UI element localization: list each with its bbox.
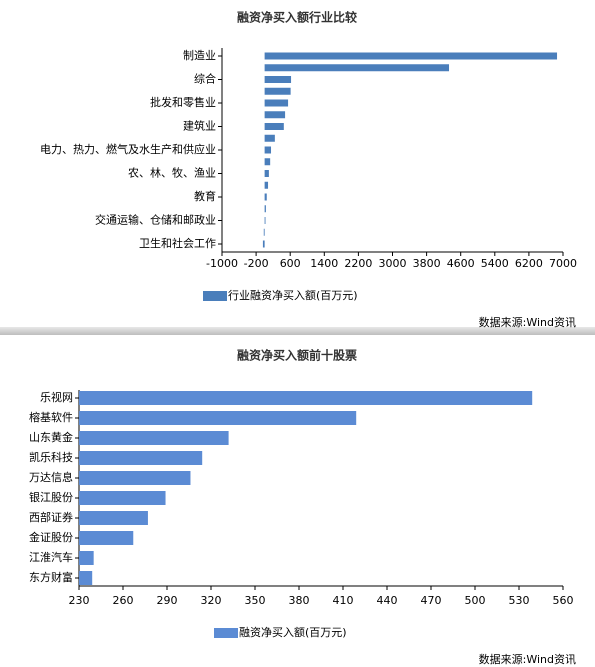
x-tick-label: 7000 — [549, 257, 577, 270]
y-tick-label: 银江股份 — [29, 490, 73, 504]
bar — [264, 205, 266, 213]
y-tick-label: 制造业 — [183, 48, 216, 62]
divider — [0, 327, 595, 335]
bar — [79, 571, 93, 585]
source-note: 数据来源:Wind资讯 — [479, 315, 576, 329]
x-tick-label: 560 — [553, 594, 574, 607]
x-tick-label: 2200 — [344, 257, 372, 270]
bar — [79, 491, 166, 505]
x-tick-label: 3800 — [413, 257, 441, 270]
y-tick-label: 山东黄金 — [29, 430, 73, 444]
bar — [79, 391, 533, 405]
bar — [264, 99, 289, 107]
x-tick-label: 380 — [289, 594, 310, 607]
x-tick-label: 470 — [421, 594, 442, 607]
bar — [79, 411, 357, 425]
bar — [264, 181, 269, 189]
source-note: 数据来源:Wind资讯 — [479, 652, 576, 666]
bar — [264, 158, 271, 166]
y-tick-label: 金证股份 — [29, 530, 73, 544]
x-tick-label: 3000 — [379, 257, 407, 270]
bar — [79, 471, 191, 485]
bar — [263, 228, 265, 236]
legend-swatch — [214, 628, 238, 638]
y-tick-label: 西部证券 — [29, 510, 73, 524]
y-tick-label: 交通运输、仓储和邮政业 — [95, 213, 216, 227]
y-tick-label: 电力、热力、燃气及水生产和供应业 — [40, 142, 216, 156]
x-tick-label: 260 — [113, 594, 134, 607]
bar — [264, 87, 291, 95]
bar — [79, 551, 94, 565]
y-tick-label: 凯乐科技 — [29, 450, 73, 464]
x-tick-label: 410 — [333, 594, 354, 607]
y-tick-label: 东方财富 — [29, 570, 73, 584]
legend-swatch — [203, 291, 227, 301]
bar — [264, 193, 267, 201]
bar — [262, 240, 265, 248]
y-tick-label: 榕基软件 — [29, 410, 73, 424]
x-tick-label: 230 — [69, 594, 90, 607]
bar — [264, 64, 450, 72]
x-tick-label: 4600 — [447, 257, 475, 270]
x-tick-label: -1000 — [206, 257, 238, 270]
bar — [79, 451, 203, 465]
x-tick-label: 1400 — [310, 257, 338, 270]
y-tick-label: 万达信息 — [29, 470, 73, 484]
chart-title: 融资净买入额前十股票 — [237, 348, 357, 363]
legend-label: 融资净买入额(百万元) — [239, 625, 347, 639]
y-tick-label: 江淮汽车 — [29, 550, 73, 564]
x-tick-label: 530 — [509, 594, 530, 607]
y-tick-label: 批发和零售业 — [150, 95, 216, 109]
y-tick-label: 建筑业 — [183, 119, 216, 133]
bar — [79, 531, 134, 545]
x-tick-label: 440 — [377, 594, 398, 607]
bar — [264, 134, 275, 142]
bar — [264, 170, 269, 177]
bar — [264, 146, 272, 154]
bar — [79, 431, 229, 445]
x-tick-label: 600 — [280, 257, 301, 270]
y-tick-label: 教育 — [194, 189, 216, 203]
bar — [264, 217, 266, 224]
y-tick-label: 综合 — [194, 72, 216, 86]
bar — [79, 511, 148, 525]
y-tick-label: 农、林、牧、渔业 — [128, 166, 216, 180]
x-tick-label: 290 — [157, 594, 178, 607]
x-tick-label: 5400 — [481, 257, 509, 270]
x-tick-label: 320 — [201, 594, 222, 607]
x-tick-label: 350 — [245, 594, 266, 607]
legend-label: 行业融资净买入额(百万元) — [228, 288, 358, 302]
chart-title: 融资净买入额行业比较 — [237, 10, 357, 25]
y-tick-label: 乐视网 — [40, 390, 73, 404]
bar — [264, 123, 284, 130]
bar — [264, 111, 286, 119]
x-tick-label: 6200 — [515, 257, 543, 270]
bar — [264, 52, 558, 60]
y-tick-label: 卫生和社会工作 — [139, 236, 216, 250]
x-tick-label: 500 — [465, 594, 486, 607]
bar — [264, 76, 292, 83]
x-tick-label: -200 — [244, 257, 269, 270]
